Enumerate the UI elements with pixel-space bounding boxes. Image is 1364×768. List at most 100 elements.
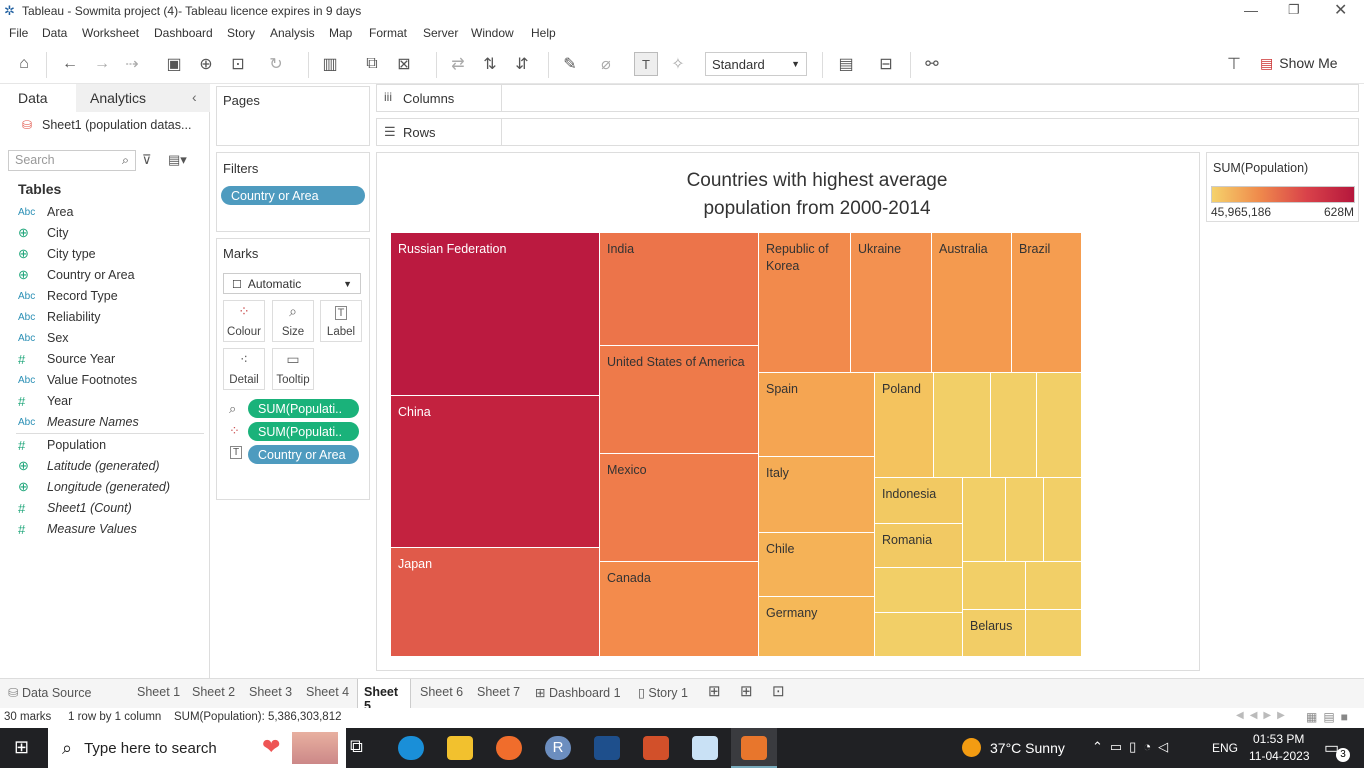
highlight-icon[interactable]: ✎	[563, 56, 577, 73]
field-item[interactable]: Abc Reliability	[18, 310, 101, 324]
menu-dashboard[interactable]: Dashboard	[154, 26, 213, 40]
field-item[interactable]: ⊕ Longitude (generated)	[18, 479, 171, 494]
treemap-cell-germany[interactable]: Germany	[759, 597, 875, 657]
clear-sheet-icon[interactable]: ⊠	[397, 56, 411, 73]
windows-start-icon[interactable]: ⊞	[14, 737, 30, 757]
edge-icon[interactable]	[398, 736, 424, 760]
treemap-cell-poland[interactable]: Poland	[875, 373, 934, 478]
search-input[interactable]: Search ⌕	[8, 150, 136, 171]
field-item[interactable]: ⊕ Latitude (generated)	[18, 458, 160, 473]
treemap-cell-unlabeled[interactable]	[1006, 478, 1044, 562]
menu-data[interactable]: Data	[42, 26, 68, 40]
collapse-pane-icon[interactable]: ‹	[192, 89, 197, 105]
field-item[interactable]: ⊕ Country or Area	[18, 267, 135, 282]
new-worksheet-icon[interactable]: ▥	[322, 56, 338, 73]
menu-file[interactable]: File	[9, 26, 29, 40]
field-item[interactable]: ⊕ City type	[18, 246, 96, 261]
tooltip-button[interactable]: ▭ Tooltip	[272, 348, 314, 390]
view-mode-icons[interactable]: ▦▤■	[1306, 710, 1354, 724]
clock-date[interactable]: 11-04-2023	[1249, 749, 1310, 763]
field-item[interactable]: ⊕ City	[18, 225, 69, 240]
label-pill[interactable]: Country or Area	[248, 445, 359, 464]
field-item[interactable]: Abc Sex	[18, 331, 69, 345]
color-legend[interactable]: SUM(Population) 45,965,186 628M	[1206, 152, 1359, 222]
notifications-icon[interactable]: ▭	[1324, 740, 1340, 757]
menu-story[interactable]: Story	[227, 26, 256, 40]
field-item[interactable]: Abc Record Type	[18, 289, 118, 303]
field-item[interactable]: Abc Area	[18, 205, 74, 219]
sheet-nav-icons[interactable]: ◀◀▶▶	[1236, 710, 1291, 721]
colour-pill[interactable]: SUM(Populati..	[248, 422, 359, 441]
tableau-taskbar-button[interactable]	[731, 728, 777, 768]
treemap-cell-mexico[interactable]: Mexico	[600, 454, 759, 562]
tab-analytics[interactable]: Analytics	[76, 84, 210, 112]
share-icon[interactable]: ⚯	[925, 56, 939, 73]
treemap-cell-unlabeled[interactable]	[1026, 562, 1082, 610]
restore-icon[interactable]: ❐	[1288, 2, 1300, 17]
tab-story-1[interactable]: ▯ Story 1	[638, 686, 688, 700]
columns-shelf[interactable]: iii Columns	[376, 84, 1359, 112]
treemap-cell-united-states-of-america[interactable]: United States of America	[600, 346, 759, 454]
treemap-cell-ukraine[interactable]: Ukraine	[851, 233, 932, 373]
sort-ascending-icon[interactable]: ⇅	[483, 56, 497, 73]
treemap-cell-republic-of-korea[interactable]: Republic of Korea	[759, 233, 851, 373]
menu-analysis[interactable]: Analysis	[270, 26, 315, 40]
treemap[interactable]: Russian Federation China Japan India United …	[391, 233, 1082, 657]
home-icon[interactable]: ⌂	[19, 55, 29, 72]
treemap-cell-chile[interactable]: Chile	[759, 533, 875, 597]
fit-select[interactable]: Standard ▼	[705, 52, 807, 76]
tab-dashboard-1[interactable]: ⊞ Dashboard 1	[535, 686, 621, 700]
size-button[interactable]: ⌕ Size	[272, 300, 314, 342]
tab-sheet-1[interactable]: Sheet 1	[137, 685, 181, 699]
tab-sheet-7[interactable]: Sheet 7	[477, 685, 521, 699]
treemap-cell-spain[interactable]: Spain	[759, 373, 875, 457]
menu-server[interactable]: Server	[423, 26, 459, 40]
tab-data[interactable]: Data	[0, 84, 76, 112]
detail-button[interactable]: ⁖ Detail	[223, 348, 265, 390]
tray-icons[interactable]: ⌃▭▯◔◁	[1092, 739, 1176, 754]
new-dashboard-icon[interactable]: ⊞	[740, 683, 753, 700]
colour-button[interactable]: ⁘ Colour	[223, 300, 265, 342]
size-pill[interactable]: SUM(Populati..	[248, 399, 359, 418]
mark-type-select[interactable]: ☐ Automatic ▼	[223, 273, 361, 294]
tab-sheet-2[interactable]: Sheet 2	[192, 685, 236, 699]
sort-descending-icon[interactable]: ⇵	[515, 56, 529, 73]
treemap-cell-unlabeled[interactable]	[1044, 478, 1082, 562]
duplicate-icon[interactable]: ⧉	[366, 55, 378, 72]
r-icon[interactable]: R	[545, 736, 571, 760]
datasource-name[interactable]: Sheet1 (population datas...	[42, 118, 192, 132]
vscode-icon[interactable]	[594, 736, 620, 760]
show-labels-icon[interactable]: T	[634, 52, 658, 76]
taskbar-search[interactable]: ⌕ Type here to search ❤	[48, 728, 346, 768]
treemap-cell-unlabeled[interactable]	[963, 478, 1006, 562]
new-datasource-icon[interactable]: ⊕	[199, 56, 213, 73]
treemap-cell-unlabeled[interactable]	[963, 562, 1026, 610]
tab-sheet-5[interactable]: Sheet 5	[357, 679, 411, 713]
filter-icon[interactable]: ⊽	[142, 152, 152, 167]
filters-shelf[interactable]: Filters Country or Area	[216, 152, 370, 232]
new-story-icon[interactable]: ⊡	[772, 683, 785, 700]
file-explorer-icon[interactable]	[447, 736, 473, 760]
field-item[interactable]: # Year	[18, 393, 73, 409]
field-item[interactable]: # Population	[18, 437, 107, 453]
powerpoint-icon[interactable]	[643, 736, 669, 760]
field-item[interactable]: # Source Year	[18, 351, 116, 367]
new-worksheet-icon[interactable]: ⊞	[708, 683, 721, 700]
fix-axes-icon[interactable]: ✧	[671, 56, 685, 73]
field-item[interactable]: # Sheet1 (Count)	[18, 500, 132, 516]
swap-icon[interactable]: ⇄	[451, 56, 465, 73]
save-icon[interactable]: ▣	[166, 56, 182, 73]
label-button[interactable]: T Label	[320, 300, 362, 342]
tab-data-source[interactable]: ⛁ Data Source	[8, 686, 92, 700]
tab-sheet-4[interactable]: Sheet 4	[306, 685, 350, 699]
treemap-cell-brazil[interactable]: Brazil	[1012, 233, 1082, 373]
card-toggle-icon[interactable]: ▤	[838, 56, 854, 73]
close-icon[interactable]: ✕	[1334, 2, 1348, 19]
treemap-cell-unlabeled[interactable]	[934, 373, 991, 478]
refresh-icon[interactable]: ↻	[269, 56, 283, 73]
treemap-cell-belarus[interactable]: Belarus	[963, 610, 1026, 657]
redo-icon[interactable]: →	[94, 55, 110, 72]
pages-shelf[interactable]: Pages	[216, 86, 370, 146]
tab-sheet-3[interactable]: Sheet 3	[249, 685, 293, 699]
show-me-button[interactable]: ▤ Show Me	[1260, 55, 1338, 72]
